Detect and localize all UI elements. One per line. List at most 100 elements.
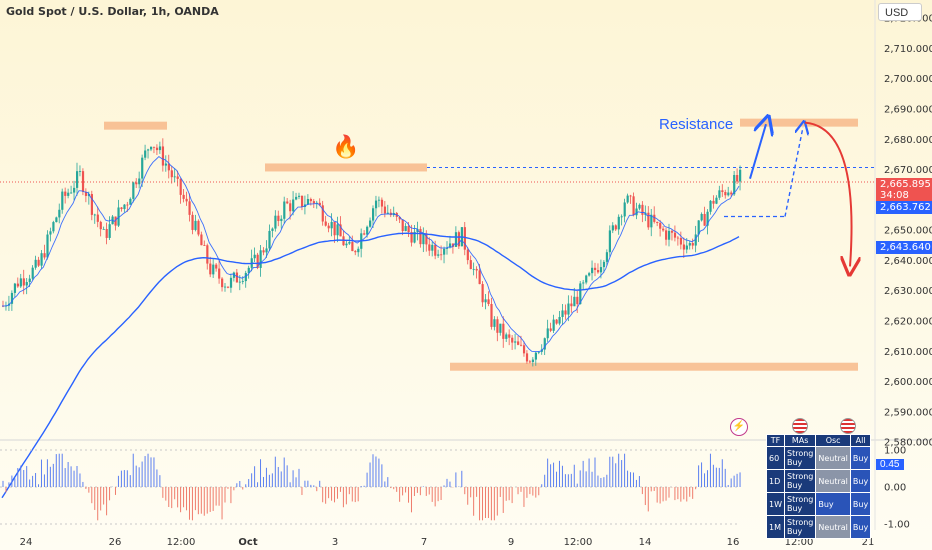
candle-body xyxy=(549,328,552,331)
candle-body xyxy=(484,299,487,303)
candle-body xyxy=(730,192,733,195)
candle-body xyxy=(244,272,247,282)
candle-body xyxy=(215,264,218,269)
candle-body xyxy=(588,273,591,276)
candle-body xyxy=(161,146,165,166)
candle-body xyxy=(315,202,318,204)
candle-body xyxy=(531,359,535,363)
candle-body xyxy=(126,204,129,206)
candle-body xyxy=(191,214,194,230)
last-price-value: 2,665.895 xyxy=(880,179,931,190)
table-row: 1M Strong Buy Neutral Buy xyxy=(766,515,872,539)
candle-body xyxy=(688,243,691,246)
us-flag-icon[interactable] xyxy=(792,418,808,434)
last-price-tag: 2,665.895 34:08 xyxy=(876,178,932,202)
candle-body xyxy=(475,268,478,271)
candle-body xyxy=(221,278,224,288)
candle-body xyxy=(324,221,327,226)
candle-body xyxy=(61,191,64,210)
candle-body xyxy=(410,232,413,243)
candle-body xyxy=(425,233,428,245)
candle-body xyxy=(28,278,31,283)
candle-body xyxy=(736,175,739,182)
candle-body xyxy=(90,194,93,215)
y-tick-label: 2,580.000 xyxy=(884,438,932,449)
lightning-icon[interactable]: ⚡ xyxy=(730,418,748,436)
candle-body xyxy=(632,196,635,216)
candle-body xyxy=(662,228,665,231)
table-cell-all: Buy xyxy=(849,469,872,493)
candle-body xyxy=(206,245,209,264)
candle-body xyxy=(277,215,280,222)
y-tick-label: 2,640.000 xyxy=(884,256,932,267)
candle-body xyxy=(123,204,126,210)
us-flag-icon-2[interactable] xyxy=(840,418,856,434)
candle-body xyxy=(327,225,330,229)
candle-body xyxy=(656,221,659,223)
candle-body xyxy=(64,191,67,196)
candle-body xyxy=(653,214,656,222)
candle-body xyxy=(712,200,715,204)
candle-body xyxy=(259,250,262,268)
x-tick-label: 24 xyxy=(20,537,33,548)
table-cell-all: Buy xyxy=(849,446,872,470)
candle-body xyxy=(594,267,597,271)
candle-body xyxy=(419,228,422,245)
y-tick-label: 2,670.000 xyxy=(884,165,932,176)
zone-support xyxy=(450,362,858,371)
x-tick-label: Oct xyxy=(238,537,257,548)
table-row: 1W Strong Buy Buy Buy xyxy=(766,492,872,516)
table-cell-mas: Strong Buy xyxy=(783,469,817,493)
candle-body xyxy=(152,146,156,148)
candle-body xyxy=(623,202,626,217)
candle-body xyxy=(466,249,469,261)
zone-top-left-high xyxy=(104,121,167,130)
candle-body xyxy=(253,254,256,259)
projection-arrow-up xyxy=(749,124,766,179)
candle-body xyxy=(718,190,721,198)
candle-body xyxy=(170,170,173,178)
flame-icon: 🔥 xyxy=(332,134,360,159)
table-cell-tf: 1W xyxy=(766,492,785,516)
table-header-all: All xyxy=(849,434,872,447)
candle-body xyxy=(238,281,241,283)
candle-body xyxy=(164,163,167,166)
candle-body xyxy=(158,146,162,151)
candle-body xyxy=(552,319,555,331)
candle-body xyxy=(167,163,170,171)
candle-body xyxy=(265,248,268,253)
candle-body xyxy=(194,220,197,230)
candle-body xyxy=(377,199,381,201)
candle-body xyxy=(496,319,499,333)
candle-body xyxy=(437,254,440,256)
candle-body xyxy=(407,226,410,233)
candle-body xyxy=(685,245,688,250)
candle-body xyxy=(262,250,265,253)
candle-body xyxy=(647,212,650,228)
candle-body xyxy=(46,234,49,258)
candle-body xyxy=(306,198,310,205)
candle-body xyxy=(274,215,277,229)
candle-body xyxy=(505,334,508,339)
candle-body xyxy=(691,243,694,246)
table-header-mas: MAs xyxy=(783,434,817,447)
candle-body xyxy=(454,232,458,247)
y-tick-label: 2,700.000 xyxy=(884,74,932,85)
candle-body xyxy=(144,150,147,158)
candle-body xyxy=(173,176,176,178)
candle-body xyxy=(641,204,644,215)
candle-body xyxy=(147,149,150,151)
table-cell-tf: 1M xyxy=(766,515,785,539)
candle-body xyxy=(602,261,606,268)
candle-body xyxy=(16,283,19,287)
candle-body xyxy=(357,248,360,253)
zone-resistance-target xyxy=(740,118,858,127)
candle-body xyxy=(40,253,43,266)
currency-button[interactable]: USD xyxy=(878,3,922,21)
candle-body xyxy=(522,345,526,354)
candle-body xyxy=(703,213,706,226)
candle-body xyxy=(141,157,144,179)
candle-body xyxy=(528,361,532,363)
candle-body xyxy=(608,230,611,253)
y-tick-label: 2,680.000 xyxy=(884,135,932,146)
